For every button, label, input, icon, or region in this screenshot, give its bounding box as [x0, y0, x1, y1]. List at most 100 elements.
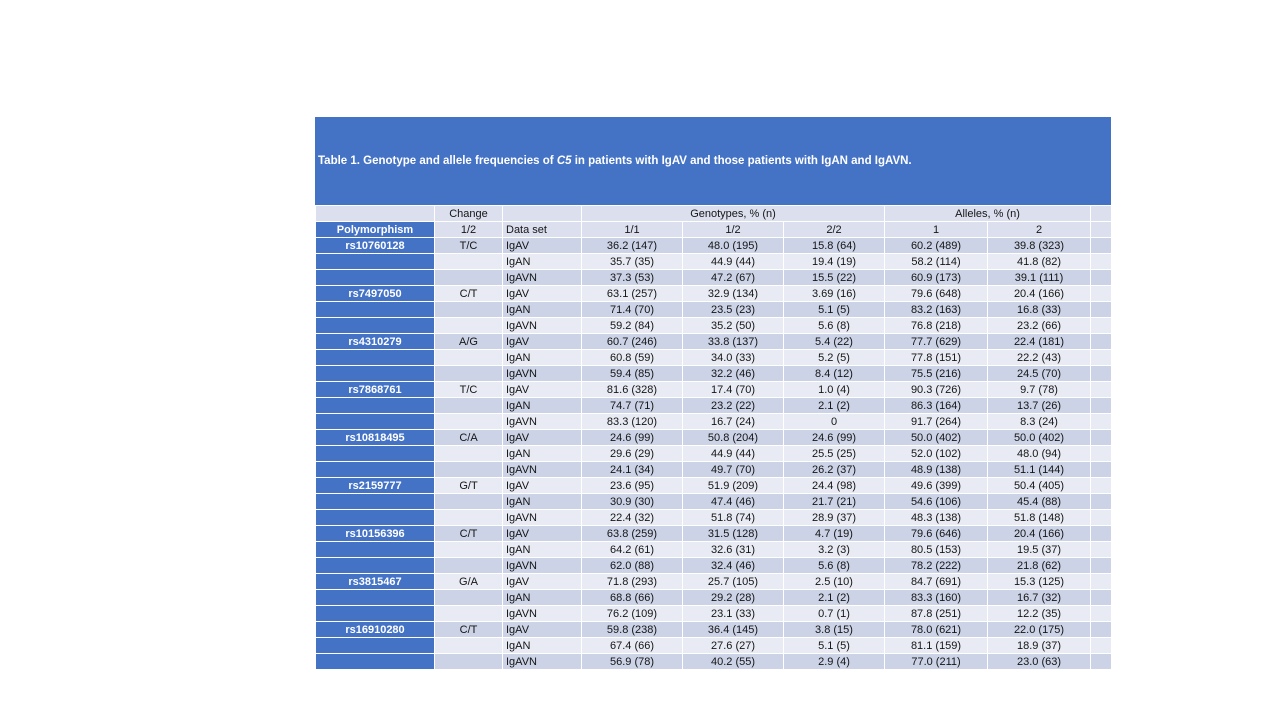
- genotype-12-cell: 23.2 (22): [682, 397, 784, 414]
- allele-1-cell: 78.0 (621): [884, 621, 989, 638]
- pad-cell: [1090, 653, 1113, 670]
- allele-2-cell: 50.0 (402): [987, 429, 1092, 446]
- dataset-cell: IgAV: [502, 573, 582, 590]
- allele-1-cell: 91.7 (264): [884, 413, 989, 430]
- allele-2-cell: 15.3 (125): [987, 573, 1092, 590]
- genotype-11-cell: 59.8 (238): [581, 621, 683, 638]
- allele-1-cell: 52.0 (102): [884, 445, 989, 462]
- genotype-11-cell: 62.0 (88): [581, 557, 683, 574]
- allele-1-cell: 84.7 (691): [884, 573, 989, 590]
- genotype-11-cell: 64.2 (61): [581, 541, 683, 558]
- genotype-12-cell: 51.9 (209): [682, 477, 784, 494]
- allele-2-cell: 16.7 (32): [987, 589, 1092, 606]
- genotype-22-cell: 15.8 (64): [782, 237, 886, 254]
- genotype-22-cell: 5.6 (8): [782, 317, 886, 334]
- genotype-frequency-table: Table 1. Genotype and allele frequencies…: [315, 117, 1113, 670]
- polymorphism-cell: [315, 301, 435, 318]
- change-cell: [434, 605, 503, 622]
- genotype-22-cell: 2.1 (2): [782, 397, 886, 414]
- genotype-22-cell: 19.4 (19): [782, 253, 886, 270]
- dataset-cell: IgAN: [502, 589, 582, 606]
- change-cell: C/A: [434, 429, 503, 446]
- table-row: rs7497050 C/T IgAV 63.1 (257) 32.9 (134) 3.69…: [315, 285, 1113, 302]
- genotype-11-cell: 83.3 (120): [581, 413, 683, 430]
- genotype-22-cell: 3.69 (16): [782, 285, 886, 302]
- header-empty-cell: [315, 205, 435, 222]
- genotype-22-cell: 3.8 (15): [782, 621, 886, 638]
- pad-cell: [1090, 573, 1113, 590]
- dataset-cell: IgAN: [502, 253, 582, 270]
- genotype-12-cell: 17.4 (70): [682, 381, 784, 398]
- allele-1-cell: 77.8 (151): [884, 349, 989, 366]
- table-row: IgAN 60.8 (59) 34.0 (33) 5.2 (5) 77.8 (151) 2…: [315, 349, 1113, 366]
- dataset-cell: IgAVN: [502, 317, 582, 334]
- table-row: rs10818495 C/A IgAV 24.6 (99) 50.8 (204) 24.6…: [315, 429, 1113, 446]
- dataset-cell: IgAVN: [502, 509, 582, 526]
- polymorphism-cell: rs3815467: [315, 573, 435, 590]
- genotype-11-cell: 71.4 (70): [581, 301, 683, 318]
- table-row: rs7868761 T/C IgAV 81.6 (328) 17.4 (70) 1.0 (…: [315, 381, 1113, 398]
- dataset-cell: IgAN: [502, 493, 582, 510]
- header-alleles-group: Alleles, % (n): [884, 205, 1092, 222]
- genotype-11-cell: 60.7 (246): [581, 333, 683, 350]
- table-row: IgAN 71.4 (70) 23.5 (23) 5.1 (5) 83.2 (163) 1…: [315, 301, 1113, 318]
- polymorphism-cell: rs4310279: [315, 333, 435, 350]
- polymorphism-cell: [315, 541, 435, 558]
- header-genotype-22: 2/2: [782, 221, 886, 238]
- change-cell: [434, 253, 503, 270]
- header-dataset: Data set: [502, 221, 582, 238]
- genotype-12-cell: 36.4 (145): [682, 621, 784, 638]
- genotype-12-cell: 23.5 (23): [682, 301, 784, 318]
- dataset-cell: IgAVN: [502, 605, 582, 622]
- genotype-11-cell: 35.7 (35): [581, 253, 683, 270]
- allele-2-cell: 50.4 (405): [987, 477, 1092, 494]
- pad-cell: [1090, 637, 1113, 654]
- table-row: IgAN 67.4 (66) 27.6 (27) 5.1 (5) 81.1 (159) 1…: [315, 637, 1113, 654]
- allele-1-cell: 76.8 (218): [884, 317, 989, 334]
- dataset-cell: IgAVN: [502, 269, 582, 286]
- dataset-cell: IgAV: [502, 621, 582, 638]
- allele-1-cell: 86.3 (164): [884, 397, 989, 414]
- change-cell: [434, 397, 503, 414]
- change-cell: [434, 493, 503, 510]
- allele-1-cell: 79.6 (648): [884, 285, 989, 302]
- dataset-cell: IgAN: [502, 445, 582, 462]
- change-cell: [434, 509, 503, 526]
- header-empty-cell: [502, 205, 582, 222]
- genotype-11-cell: 63.1 (257): [581, 285, 683, 302]
- change-cell: [434, 557, 503, 574]
- header-genotype-12: 1/2: [682, 221, 784, 238]
- allele-1-cell: 60.2 (489): [884, 237, 989, 254]
- pad-cell: [1090, 365, 1113, 382]
- pad-cell: [1090, 397, 1113, 414]
- polymorphism-cell: [315, 461, 435, 478]
- table-row: IgAVN 83.3 (120) 16.7 (24) 0 91.7 (264) 8.3 (…: [315, 413, 1113, 430]
- genotype-12-cell: 40.2 (55): [682, 653, 784, 670]
- genotype-12-cell: 31.5 (128): [682, 525, 784, 542]
- table-row: IgAVN 56.9 (78) 40.2 (55) 2.9 (4) 77.0 (211)…: [315, 653, 1113, 670]
- dataset-cell: IgAN: [502, 397, 582, 414]
- pad-cell: [1090, 605, 1113, 622]
- polymorphism-cell: [315, 557, 435, 574]
- table-row: IgAN 68.8 (66) 29.2 (28) 2.1 (2) 83.3 (160) 1…: [315, 589, 1113, 606]
- table-row: IgAN 35.7 (35) 44.9 (44) 19.4 (19) 58.2 (114…: [315, 253, 1113, 270]
- pad-cell: [1090, 445, 1113, 462]
- table-row: rs16910280 C/T IgAV 59.8 (238) 36.4 (145) 3.8…: [315, 621, 1113, 638]
- allele-2-cell: 51.8 (148): [987, 509, 1092, 526]
- allele-1-cell: 48.9 (138): [884, 461, 989, 478]
- dataset-cell: IgAN: [502, 541, 582, 558]
- dataset-cell: IgAV: [502, 477, 582, 494]
- header-row-groups: Change Genotypes, % (n) Alleles, % (n): [315, 205, 1113, 222]
- header-empty-cell: [1090, 205, 1113, 222]
- genotype-11-cell: 74.7 (71): [581, 397, 683, 414]
- genotype-12-cell: 49.7 (70): [682, 461, 784, 478]
- table-row: IgAVN 76.2 (109) 23.1 (33) 0.7 (1) 87.8 (251…: [315, 605, 1113, 622]
- polymorphism-cell: rs10156396: [315, 525, 435, 542]
- gene-symbol: C5: [556, 154, 572, 167]
- header-genotype-11: 1/1: [581, 221, 683, 238]
- change-cell: [434, 445, 503, 462]
- polymorphism-cell: rs16910280: [315, 621, 435, 638]
- pad-cell: [1090, 589, 1113, 606]
- table-title: Table 1. Genotype and allele frequencies…: [315, 117, 1111, 205]
